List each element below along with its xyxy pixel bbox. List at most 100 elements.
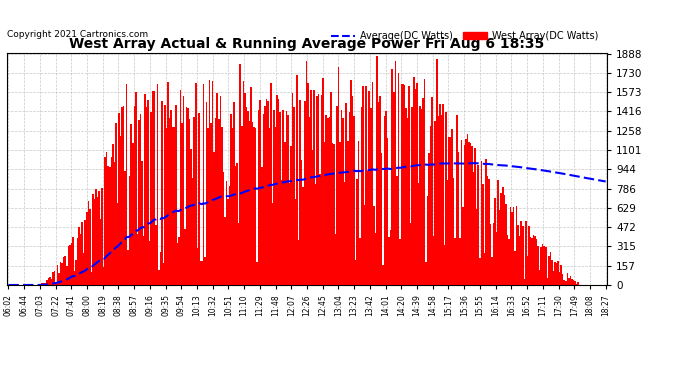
Bar: [179, 90, 181, 285]
Bar: [444, 245, 445, 285]
Bar: [83, 253, 84, 285]
Bar: [178, 237, 179, 285]
Bar: [270, 82, 272, 285]
Bar: [109, 167, 110, 285]
Bar: [75, 260, 77, 285]
Bar: [183, 96, 184, 285]
Bar: [166, 128, 168, 285]
Bar: [405, 108, 407, 285]
Bar: [74, 271, 75, 285]
Bar: [129, 176, 130, 285]
Bar: [578, 282, 579, 285]
Bar: [518, 225, 519, 285]
Bar: [376, 56, 377, 285]
Bar: [239, 64, 241, 285]
Bar: [318, 94, 319, 285]
Bar: [450, 136, 451, 285]
Bar: [282, 110, 284, 285]
Bar: [422, 98, 424, 285]
Bar: [382, 266, 384, 285]
Bar: [476, 209, 477, 285]
Bar: [86, 212, 88, 285]
Bar: [226, 181, 227, 285]
Bar: [508, 239, 510, 285]
Bar: [298, 240, 299, 285]
Bar: [268, 128, 270, 285]
Bar: [411, 107, 413, 285]
Bar: [520, 221, 522, 285]
Bar: [198, 113, 199, 285]
Bar: [482, 184, 484, 285]
Bar: [189, 119, 190, 285]
Bar: [327, 118, 328, 285]
Bar: [45, 283, 46, 285]
Bar: [126, 84, 128, 285]
Bar: [361, 107, 362, 285]
Bar: [46, 280, 48, 285]
Bar: [346, 103, 347, 285]
Bar: [505, 204, 506, 285]
Bar: [496, 232, 497, 285]
Bar: [218, 119, 219, 285]
Bar: [370, 108, 371, 285]
Bar: [445, 112, 446, 285]
Bar: [568, 278, 569, 285]
Bar: [292, 93, 293, 285]
Bar: [49, 277, 50, 285]
Bar: [199, 261, 201, 285]
Bar: [248, 121, 250, 285]
Bar: [221, 127, 223, 285]
Bar: [114, 162, 115, 285]
Bar: [396, 176, 397, 285]
Bar: [575, 284, 578, 285]
Bar: [235, 166, 237, 285]
Bar: [554, 262, 555, 285]
Bar: [148, 100, 149, 285]
Bar: [519, 236, 520, 285]
Bar: [252, 122, 253, 285]
Bar: [72, 237, 74, 285]
Bar: [137, 234, 138, 285]
Bar: [328, 117, 330, 285]
Bar: [63, 257, 64, 285]
Bar: [368, 91, 370, 285]
Bar: [281, 180, 282, 285]
Bar: [569, 276, 571, 285]
Bar: [479, 258, 480, 285]
Bar: [499, 210, 500, 285]
Bar: [400, 239, 401, 285]
Bar: [90, 272, 92, 285]
Bar: [135, 92, 137, 285]
Bar: [551, 260, 553, 285]
Bar: [466, 134, 469, 285]
Bar: [465, 139, 466, 285]
Bar: [164, 105, 166, 285]
Bar: [104, 157, 106, 285]
Bar: [516, 206, 518, 285]
Bar: [377, 102, 380, 285]
Bar: [48, 278, 49, 285]
Bar: [223, 172, 224, 285]
Bar: [355, 260, 356, 285]
Bar: [244, 93, 246, 285]
Bar: [77, 238, 78, 285]
Bar: [219, 96, 221, 285]
Bar: [106, 152, 108, 285]
Bar: [57, 265, 59, 285]
Bar: [339, 142, 341, 285]
Bar: [232, 128, 233, 285]
Bar: [95, 189, 97, 285]
Bar: [371, 82, 373, 285]
Bar: [348, 112, 350, 285]
Bar: [562, 274, 564, 285]
Bar: [357, 141, 359, 285]
Bar: [230, 114, 232, 285]
Bar: [170, 110, 172, 285]
Bar: [175, 105, 177, 285]
Bar: [531, 238, 533, 285]
Bar: [138, 120, 139, 285]
Bar: [469, 142, 470, 285]
Bar: [533, 235, 534, 285]
Bar: [477, 165, 479, 285]
Bar: [442, 104, 444, 285]
